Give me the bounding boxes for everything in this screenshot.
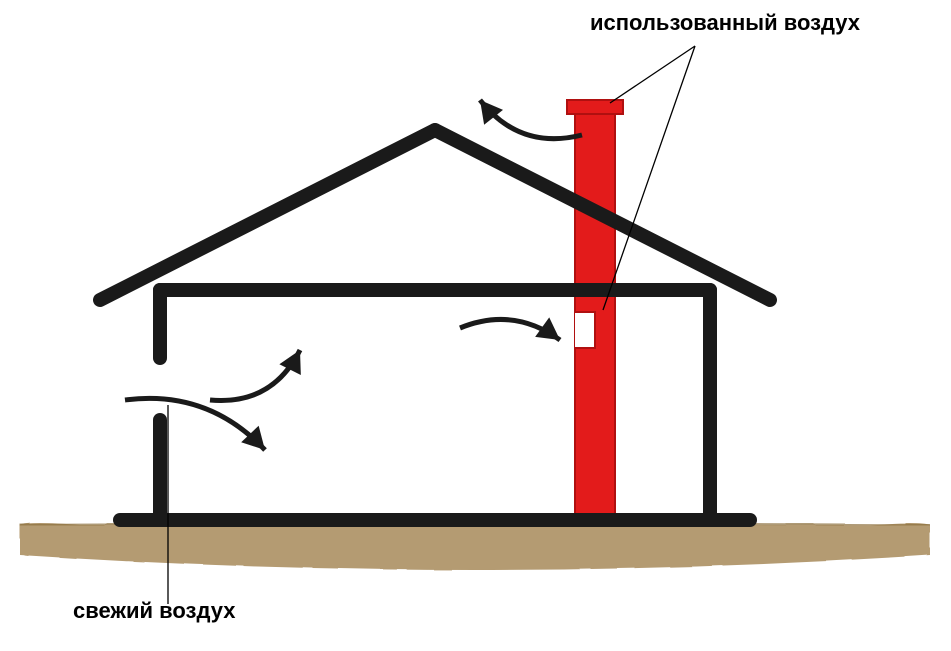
used-air-label: использованный воздух bbox=[590, 10, 860, 36]
fresh-air-upper-arrow-icon bbox=[210, 350, 300, 401]
chimney bbox=[567, 100, 623, 520]
airflow-arrows bbox=[125, 100, 582, 450]
ventilation-diagram bbox=[0, 0, 951, 651]
fresh-air-label: свежий воздух bbox=[73, 598, 235, 624]
house-frame bbox=[100, 130, 770, 520]
ground bbox=[20, 523, 930, 570]
